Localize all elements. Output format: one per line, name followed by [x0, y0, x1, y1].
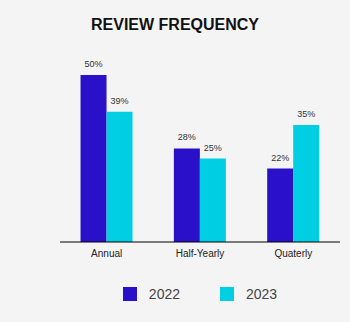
svg-text:50%: 50% — [85, 59, 103, 69]
svg-text:Quaterly: Quaterly — [274, 248, 312, 259]
svg-text:35%: 35% — [297, 109, 315, 119]
html-text:2022: 2022 — [148, 286, 180, 302]
svg-text:Annual: Annual — [91, 248, 122, 259]
svg-text:39%: 39% — [111, 96, 129, 106]
svg-text:Half-Yearly: Half-Yearly — [176, 248, 225, 259]
html-text:2023: 2023 — [246, 286, 278, 302]
html-text:REVIEW FREQUENCY: REVIEW FREQUENCY — [91, 16, 259, 33]
svg-text:25%: 25% — [204, 143, 222, 153]
svg-text:22%: 22% — [271, 153, 289, 163]
svg-text:28%: 28% — [178, 132, 196, 142]
